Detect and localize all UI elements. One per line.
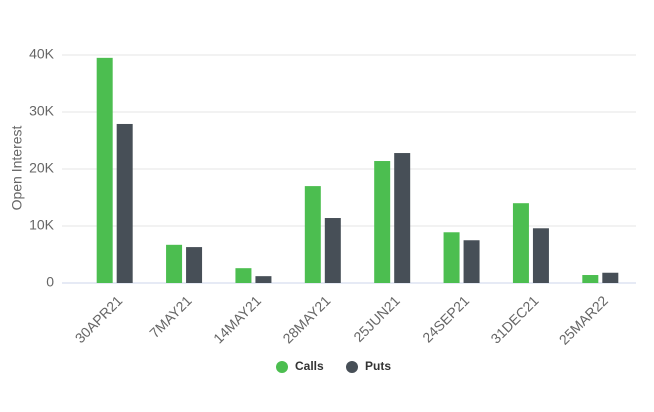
- bar: [532, 228, 549, 283]
- legend-marker[interactable]: [276, 361, 288, 373]
- bar: [602, 272, 619, 283]
- bar: [96, 57, 113, 283]
- x-tick-label: 28MAY21: [279, 292, 333, 346]
- x-tick-label: 31DEC21: [487, 292, 541, 346]
- bar: [166, 244, 183, 283]
- x-tick-label: 7MAY21: [146, 292, 195, 341]
- bar: [582, 275, 599, 283]
- y-axis-title: Open Interest: [9, 125, 25, 210]
- bar: [394, 153, 411, 283]
- bar: [374, 161, 391, 283]
- bar: [443, 232, 460, 283]
- bar: [255, 276, 272, 283]
- bar: [463, 240, 480, 283]
- bar: [324, 218, 341, 283]
- legend-marker[interactable]: [346, 361, 358, 373]
- legend-label[interactable]: Puts: [365, 359, 391, 373]
- bar: [512, 203, 529, 283]
- x-tick-label: 14MAY21: [210, 292, 264, 346]
- y-tick-label: 10K: [29, 217, 55, 233]
- legend-label[interactable]: Calls: [295, 359, 324, 373]
- bar: [304, 186, 321, 283]
- bar: [186, 247, 203, 283]
- x-tick-label: 30APR21: [72, 292, 126, 346]
- y-tick-label: 0: [46, 274, 54, 290]
- y-tick-label: 20K: [29, 160, 55, 176]
- y-tick-label: 30K: [29, 103, 55, 119]
- x-tick-label: 25MAR22: [556, 292, 611, 347]
- y-tick-label: 40K: [29, 46, 55, 62]
- bar: [116, 123, 133, 283]
- x-tick-label: 24SEP21: [419, 292, 472, 345]
- x-tick-label: 25JUN21: [350, 292, 403, 345]
- bar: [235, 268, 252, 283]
